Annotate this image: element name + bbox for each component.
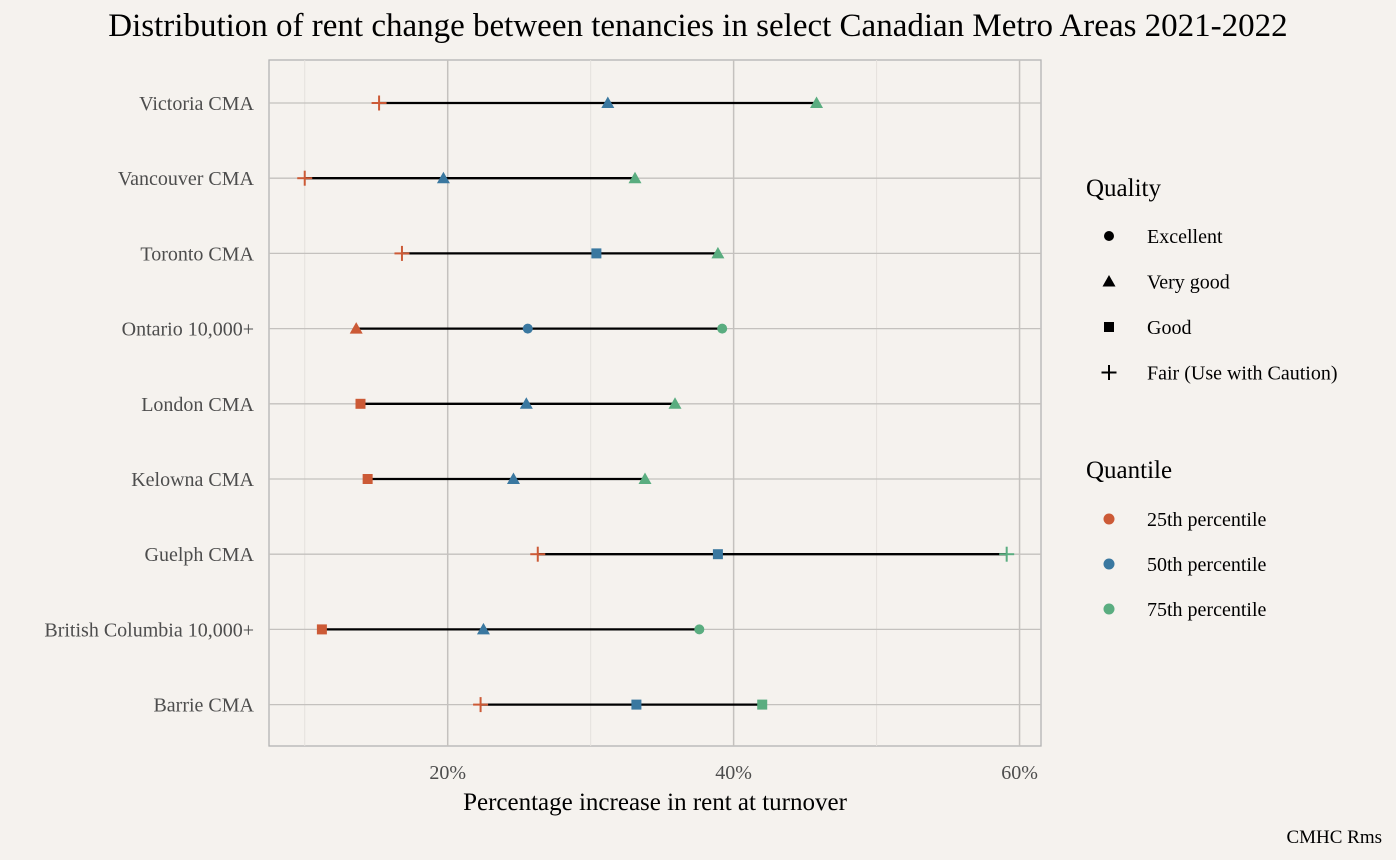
data-points bbox=[297, 95, 1015, 713]
data-point bbox=[712, 549, 723, 560]
legend-label-quality: Excellent bbox=[1147, 226, 1223, 248]
legend-key-quantile bbox=[1103, 513, 1115, 525]
legend-title-quantile: Quantile bbox=[1086, 457, 1172, 484]
data-point bbox=[717, 323, 728, 334]
data-point bbox=[810, 96, 824, 108]
legend-key-quality bbox=[1104, 322, 1114, 332]
legend-label-quantile: 50th percentile bbox=[1147, 554, 1267, 576]
data-point bbox=[628, 171, 642, 184]
data-point bbox=[506, 472, 520, 484]
data-point bbox=[316, 624, 327, 635]
legend-key-quantile bbox=[1103, 603, 1115, 615]
y-tick-label: Ontario 10,000+ bbox=[122, 319, 254, 341]
y-tick-label: Toronto CMA bbox=[140, 243, 254, 265]
y-tick-label: British Columbia 10,000+ bbox=[44, 619, 254, 641]
x-tick-label: 20% bbox=[429, 762, 466, 784]
data-point bbox=[711, 246, 725, 259]
legend-key-quality bbox=[1101, 365, 1117, 380]
data-point bbox=[473, 697, 489, 713]
data-point bbox=[530, 546, 546, 562]
y-tick-labels: Victoria CMA Vancouver CMA Toronto CMA Onta… bbox=[44, 93, 254, 717]
data-point bbox=[436, 171, 450, 184]
data-point bbox=[371, 95, 387, 111]
data-point bbox=[631, 699, 642, 710]
data-point bbox=[668, 397, 682, 409]
data-point bbox=[999, 546, 1015, 562]
y-tick-label: Victoria CMA bbox=[139, 93, 254, 115]
legend-label-quantile: 75th percentile bbox=[1147, 599, 1267, 621]
legend-key-quality bbox=[1104, 231, 1114, 241]
legend-key-quality bbox=[1102, 275, 1116, 287]
legend-label-quality: Very good bbox=[1147, 272, 1230, 294]
legend-title-quality: Quality bbox=[1086, 175, 1161, 202]
x-tick-label: 60% bbox=[1001, 762, 1038, 784]
data-point bbox=[355, 398, 366, 409]
chart-title: Distribution of rent change between tena… bbox=[108, 8, 1288, 44]
legend-label-quality: Good bbox=[1147, 317, 1191, 339]
data-point bbox=[349, 322, 363, 334]
plot-panel bbox=[268, 59, 1042, 747]
data-point bbox=[394, 245, 410, 261]
data-point bbox=[694, 624, 705, 635]
data-point bbox=[476, 622, 490, 635]
data-point bbox=[519, 397, 533, 409]
legend: Quality Excellent Very good Good Fair (Use w… bbox=[1086, 175, 1338, 621]
data-point bbox=[601, 96, 615, 108]
data-point bbox=[757, 699, 768, 710]
y-tick-label: Vancouver CMA bbox=[118, 168, 255, 190]
data-point bbox=[638, 472, 652, 484]
legend-label-quality: Fair (Use with Caution) bbox=[1147, 363, 1338, 385]
data-point bbox=[362, 474, 373, 484]
x-axis-title: Percentage increase in rent at turnover bbox=[463, 789, 848, 816]
dumbbell-lines bbox=[304, 101, 1007, 706]
legend-key-quantile bbox=[1103, 558, 1115, 570]
y-tick-label: Kelowna CMA bbox=[131, 469, 254, 491]
y-tick-label: Barrie CMA bbox=[153, 695, 254, 717]
caption: CMHC Rms bbox=[1286, 827, 1382, 848]
x-tick-label: 40% bbox=[715, 762, 752, 784]
data-point bbox=[297, 170, 313, 186]
data-point bbox=[522, 323, 533, 334]
legend-label-quantile: 25th percentile bbox=[1147, 509, 1267, 531]
y-tick-label: Guelph CMA bbox=[145, 544, 255, 566]
y-tick-label: London CMA bbox=[141, 394, 254, 416]
x-tick-labels: 20% 40% 60% bbox=[429, 762, 1038, 784]
data-point bbox=[591, 248, 602, 259]
